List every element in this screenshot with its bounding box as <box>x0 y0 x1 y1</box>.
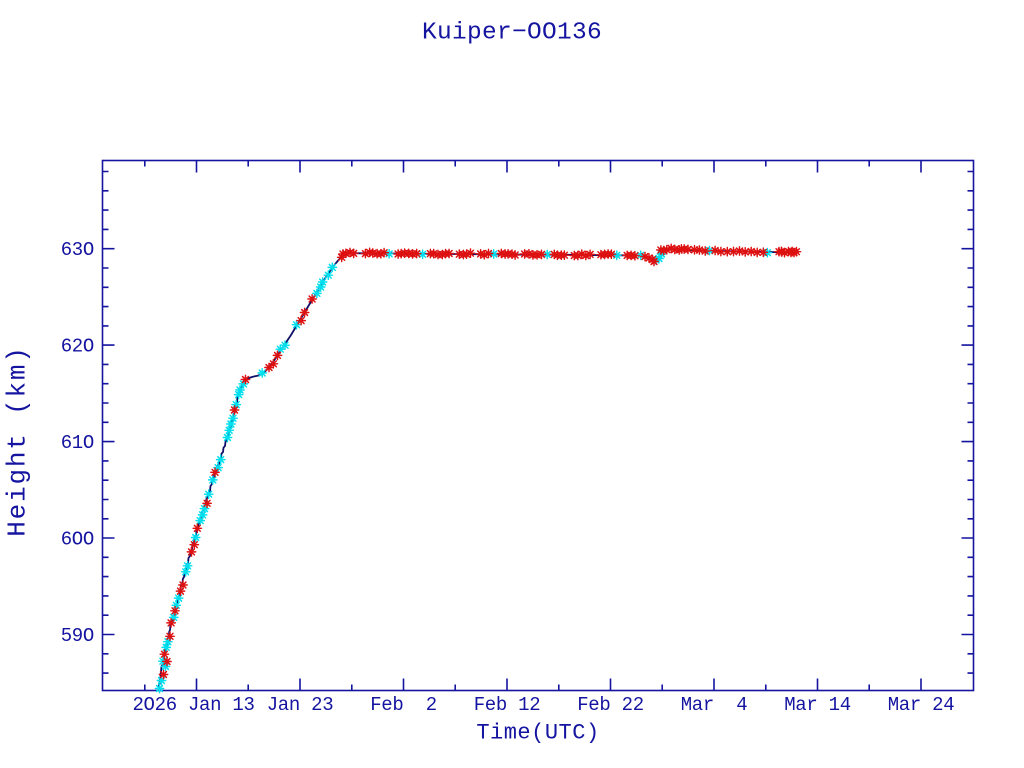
svg-text:Time(UTC): Time(UTC) <box>476 721 599 746</box>
svg-text:61O: 61O <box>61 432 94 454</box>
svg-text:62O: 62O <box>61 335 94 357</box>
svg-text:6OO: 6OO <box>61 528 94 550</box>
svg-text:Mar 14: Mar 14 <box>784 694 851 716</box>
svg-text:63O: 63O <box>61 239 94 261</box>
svg-text:Feb 12: Feb 12 <box>474 694 541 716</box>
svg-text:2O26 Jan 13: 2O26 Jan 13 <box>132 694 254 716</box>
svg-text:59O: 59O <box>61 625 94 647</box>
svg-text:Feb 22: Feb 22 <box>577 694 644 716</box>
svg-text:Feb 2: Feb 2 <box>370 694 437 716</box>
svg-text:Jan 23: Jan 23 <box>267 694 334 716</box>
svg-text:Mar 4: Mar 4 <box>681 694 748 716</box>
svg-text:Height (km): Height (km) <box>3 345 33 536</box>
svg-text:Kuiper−OO136: Kuiper−OO136 <box>422 20 602 47</box>
svg-text:Mar 24: Mar 24 <box>888 694 955 716</box>
